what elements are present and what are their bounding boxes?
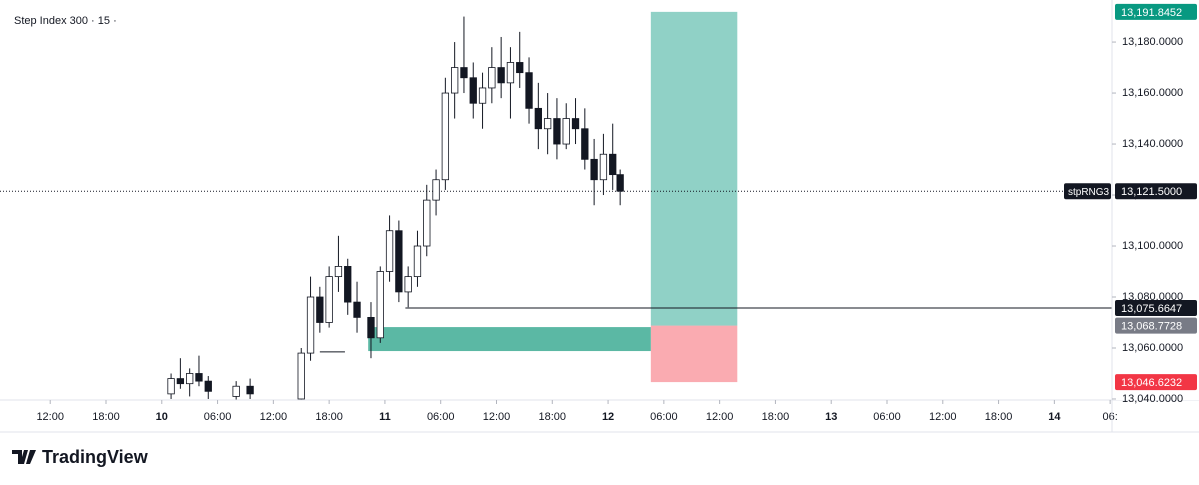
candle-body [469, 77, 477, 104]
candle-body [344, 266, 352, 303]
candle-body [562, 118, 570, 145]
x-tick-label: 12:00 [36, 411, 64, 423]
y-tick-label: 13,040.0000 [1122, 393, 1183, 405]
candle-body [553, 118, 561, 145]
x-tick-label: 12:00 [483, 411, 511, 423]
candle-body [334, 266, 343, 278]
candle-body [441, 92, 450, 181]
candle-body [413, 245, 422, 278]
candle-body [297, 352, 305, 400]
candle-body [176, 378, 185, 385]
x-tick-label: 06: [1102, 411, 1117, 423]
x-tick-label: 14 [1048, 411, 1061, 423]
candle-body [316, 296, 324, 323]
y-tick-label: 13,080.0000 [1122, 291, 1183, 303]
candle-body [460, 67, 468, 79]
candle-body [581, 128, 589, 160]
candle-body [423, 199, 431, 247]
x-tick-label: 18:00 [985, 411, 1013, 423]
x-tick-label: 11 [379, 411, 391, 423]
x-tick-label: 06:00 [873, 411, 901, 423]
x-tick-label: 12:00 [260, 411, 288, 423]
chart-title: Step Index 300 · 15 · [14, 15, 117, 27]
candle-body [525, 72, 533, 109]
stop-label: 13,046.6232 [1121, 377, 1182, 389]
level-label: 13,075.6647 [1121, 303, 1182, 315]
target-zone [650, 11, 738, 326]
candle-body [325, 276, 333, 323]
candle-body [609, 153, 617, 176]
entry-label-bg [1115, 317, 1197, 334]
x-tick-label: 10 [156, 411, 168, 423]
symbol-tag: stpRNG3 [1068, 187, 1110, 198]
candle-body [432, 179, 440, 201]
x-tick-label: 13 [825, 411, 837, 423]
candle-body [497, 67, 505, 84]
logo: TradingView [12, 447, 149, 467]
candle-body [616, 174, 624, 192]
candle-body [232, 385, 240, 397]
y-tick-label: 13,160.0000 [1122, 87, 1183, 99]
candle-body [376, 271, 384, 339]
candle-body [167, 378, 175, 395]
x-tick-label: 18:00 [762, 411, 790, 423]
candle-body [543, 118, 552, 130]
candle-body [506, 62, 515, 84]
brand-name: TradingView [42, 447, 149, 467]
candle-body [516, 62, 524, 74]
plot [0, 11, 1112, 400]
candle-body [571, 118, 580, 130]
candle-body [534, 107, 542, 130]
symbol-tag-bg [1064, 183, 1111, 200]
candle-body [488, 67, 496, 89]
x-tick-label: 18:00 [539, 411, 567, 423]
y-tick-label: 13,100.0000 [1122, 240, 1183, 252]
y-tick-label: 13,180.0000 [1122, 36, 1183, 48]
candle-body [306, 296, 315, 354]
entry-label: 13,068.7728 [1121, 321, 1182, 333]
candle-body [478, 87, 487, 104]
candle-body [195, 373, 203, 382]
x-tick-label: 12 [602, 411, 614, 423]
candle-body [395, 230, 403, 293]
x-tick-label: 18:00 [315, 411, 343, 423]
candle-body [367, 316, 375, 339]
stop-zone [650, 325, 738, 383]
last-price-label-bg [1115, 183, 1197, 200]
x-tick-label: 06:00 [204, 411, 232, 423]
stop-label-bg [1115, 374, 1197, 391]
candle-body [385, 230, 394, 272]
x-tick-label: 06:00 [427, 411, 455, 423]
candle-body [186, 373, 194, 385]
y-tick-label: 13,140.0000 [1122, 138, 1183, 150]
level-label-bg [1115, 300, 1197, 317]
zone [368, 327, 651, 352]
x-tick-label: 06:00 [650, 411, 678, 423]
candle-body [246, 385, 254, 395]
y-tick-label: 13,060.0000 [1122, 342, 1183, 354]
candle-body [353, 301, 361, 318]
x-tick-label: 12:00 [929, 411, 957, 423]
target-label: 13,191.8452 [1121, 7, 1182, 19]
last-price-label: 13,121.5000 [1121, 186, 1182, 198]
candle-body [451, 67, 459, 94]
x-tick-label: 12:00 [706, 411, 734, 423]
candle-body [204, 380, 212, 392]
x-tick-label: 18:00 [92, 411, 120, 423]
candle-body [599, 153, 608, 181]
target-label-bg [1115, 3, 1197, 20]
candle-body [590, 158, 598, 181]
candle-body [404, 276, 412, 293]
